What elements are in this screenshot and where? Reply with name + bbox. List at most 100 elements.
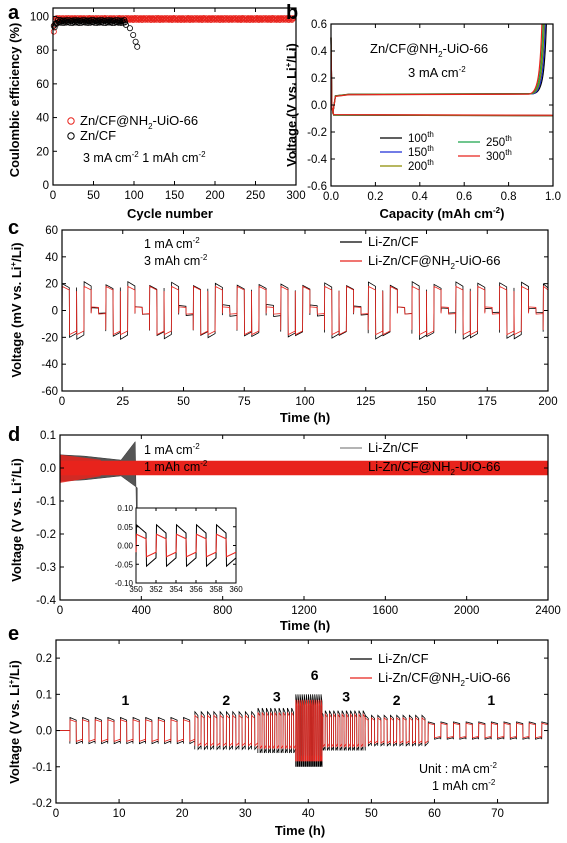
panel-d-annotation-rate: 1 mA cm-2 [144, 442, 200, 457]
y-tick-label: -0.4 [307, 154, 327, 166]
panel-b: b 0.0 0.2 0.4 0.6 0.8 1.0 0.6 0.4 0.2 0.0 -0.2 -0.4… [284, 2, 561, 221]
x-tick-label: 0.6 [456, 191, 472, 203]
panel-e-ylabel: Voltage (V vs. Li+/Li) [7, 660, 22, 784]
x-tick-label: 150 [165, 190, 184, 202]
legend-label: 250th [486, 134, 512, 149]
panel-e-data [56, 694, 549, 767]
legend-text: Li-Zn/CF@NH [368, 253, 451, 268]
x-tick-label: 0.0 [323, 191, 339, 203]
x-tick-label: 356 [189, 585, 203, 594]
panel-label-a: a [8, 2, 20, 24]
legend-text: Li-Zn/CF [368, 440, 419, 455]
legend-text-end: -UiO-66 [455, 459, 501, 474]
x-tick-label: 352 [149, 585, 163, 594]
x-tick-label: 25 [116, 396, 129, 408]
trace-li-zncf-nh2 [60, 460, 548, 476]
rate-label: 3 [273, 689, 281, 705]
y-tick-label: -0.10 [115, 579, 134, 588]
y-tick-label: 0.1 [36, 689, 52, 701]
trace-li-zncf-nh2 [56, 699, 549, 762]
panel-c-annotation-rate: 1 mA cm-2 [144, 236, 200, 251]
y-tick-label: -60 [41, 386, 58, 398]
y-tick-label: -0.2 [307, 127, 327, 139]
panel-label-b: b [286, 2, 298, 24]
x-tick-label: 200 [205, 190, 224, 202]
legend-marker-zncf-nh2 [67, 117, 75, 125]
x-tick-label: 350 [129, 585, 143, 594]
y-tick-label: -20 [41, 332, 58, 344]
legend-label: Li-Zn/CF@NH2-UiO-66 [378, 670, 511, 688]
y-tick-label: 0.0 [311, 100, 327, 112]
x-tick-label: 150 [417, 396, 436, 408]
legend-label: 100th [408, 130, 434, 145]
panel-e-xlabel: Time (h) [275, 823, 325, 838]
panel-b-axes: 0.0 0.2 0.4 0.6 0.8 1.0 0.6 0.4 0.2 0.0 -0.2 -0.4 -0… [307, 19, 561, 203]
trace-li-zncf-nh2 [61, 285, 549, 336]
panel-b-ylabel: Voltage (V vs. Li+/Li) [284, 43, 299, 167]
legend-text-end: -UiO-66 [455, 253, 501, 268]
panel-d-annotation-capacity: 1 mAh cm-2 [144, 459, 208, 474]
panel-label-d: d [8, 424, 20, 446]
panel-e-annotation-unit: Unit : mA cm-2 [419, 761, 498, 776]
y-tick-label: -0.05 [115, 560, 134, 569]
x-tick-label: 10 [113, 808, 126, 820]
y-tick-label: 60 [36, 79, 49, 91]
legend-sup: th [427, 130, 434, 139]
legend-text: Li-Zn/CF [378, 651, 429, 666]
y-tick-label: 0 [52, 306, 58, 318]
legend-label: Li-Zn/CF [378, 651, 429, 666]
x-tick-label: 0 [57, 605, 63, 617]
panel-a-annotation: 3 mA cm-2 1 mAh cm-2 [83, 150, 206, 165]
legend-text: Li-Zn/CF@NH [368, 459, 451, 474]
legend-text: 100 [408, 133, 427, 145]
legend-marker-zncf [67, 132, 75, 140]
legend-sup: th [505, 134, 512, 143]
panel-e-legend: Li-Zn/CF Li-Zn/CF@NH2-UiO-66 [350, 651, 511, 688]
legend-label: Li-Zn/CF [368, 440, 419, 455]
x-tick-label: 20 [176, 808, 189, 820]
panel-e-annotation-capacity: 1 mAh cm-2 [432, 778, 496, 793]
y-tick-label: 0.6 [311, 19, 327, 31]
x-tick-label: 1.0 [545, 191, 561, 203]
y-tick-label: 60 [45, 225, 58, 237]
y-tick-label: 20 [36, 146, 49, 158]
x-tick-label: 1200 [291, 605, 317, 617]
legend-text: 250 [486, 137, 505, 149]
x-tick-label: 0.2 [367, 191, 383, 203]
x-tick-label: 50 [365, 808, 378, 820]
legend-sup: th [505, 148, 512, 157]
x-tick-label: 30 [239, 808, 252, 820]
panel-d-ylabel: Voltage (V vs. Li+/Li) [9, 458, 24, 582]
point-zncf-nh2 [287, 14, 294, 21]
x-tick-label: 400 [132, 605, 151, 617]
x-tick-label: 0 [53, 808, 59, 820]
legend-sup: th [427, 158, 434, 167]
y-tick-label: -0.2 [32, 798, 52, 810]
panel-c-annotation-capacity: 3 mAh cm-2 [144, 253, 208, 268]
x-tick-label: 360 [229, 585, 243, 594]
y-tick-label: 40 [45, 252, 58, 264]
y-tick-label: 0 [43, 180, 49, 192]
x-tick-label: 1600 [373, 605, 399, 617]
legend-text: 300 [486, 151, 505, 163]
point-zncf [134, 43, 141, 50]
panel-d-axes: 0 400 800 1200 1600 2000 2400 0.1 0.0 -0.1 -0.2 -0.… [36, 430, 561, 617]
y-tick-label: 0.05 [117, 523, 133, 532]
y-tick-label: 20 [45, 279, 58, 291]
y-tick-label: 0.1 [40, 430, 56, 442]
y-tick-label: -0.2 [36, 529, 56, 541]
panel-d-legend: Li-Zn/CF Li-Zn/CF@NH2-UiO-66 [340, 440, 501, 477]
x-tick-label: 50 [87, 190, 100, 202]
legend-label: 300th [486, 148, 512, 163]
legend-label: 150th [408, 144, 434, 159]
x-tick-label: 40 [302, 808, 315, 820]
x-tick-label: 0.4 [412, 191, 429, 203]
panel-c-xlabel: Time (h) [280, 410, 330, 425]
x-tick-label: 354 [169, 585, 183, 594]
y-tick-label: 0.0 [40, 463, 56, 475]
y-tick-label: -0.6 [307, 181, 327, 193]
point-zncf [130, 31, 137, 38]
rate-label: 2 [222, 692, 230, 708]
legend-label: Li-Zn/CF@NH2-UiO-66 [368, 253, 501, 271]
